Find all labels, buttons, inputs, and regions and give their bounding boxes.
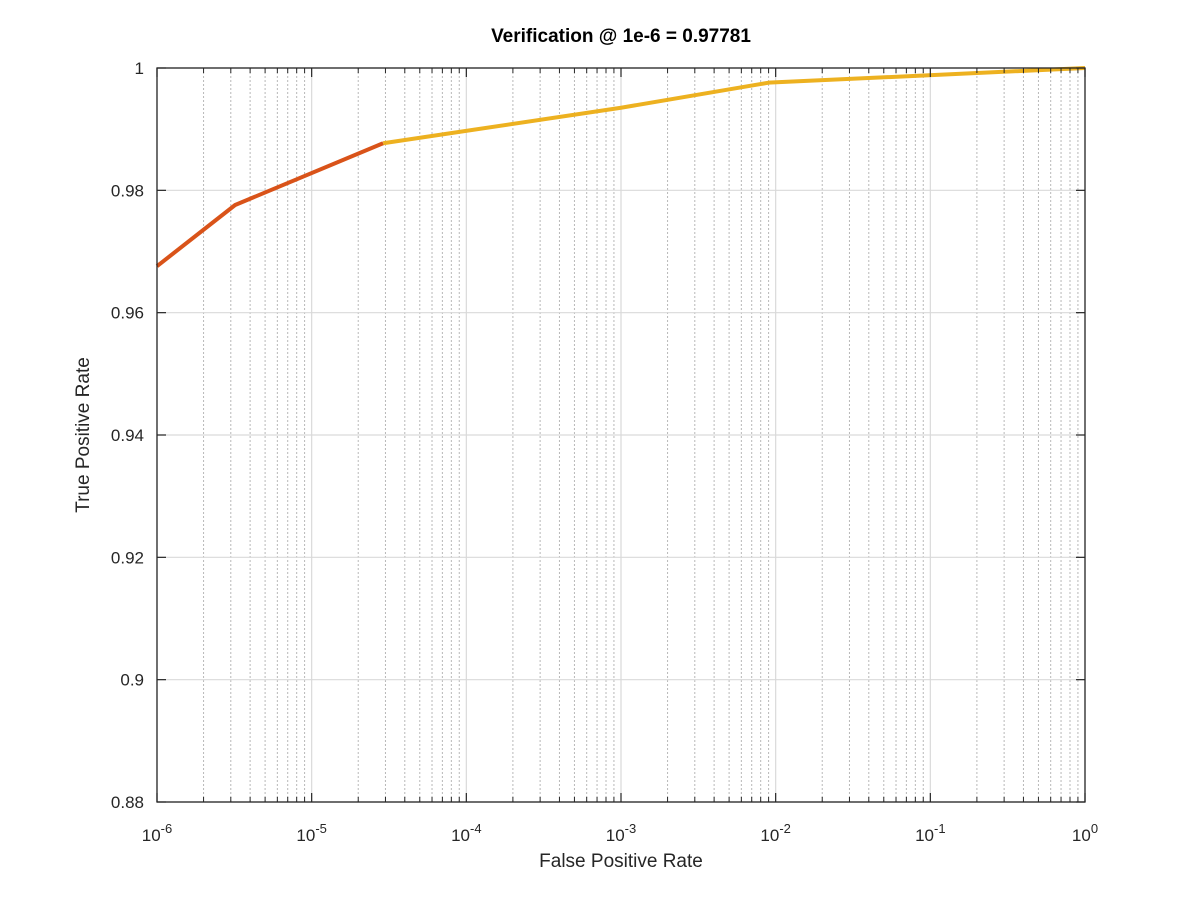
y-tick-label: 1 [135, 59, 144, 78]
y-tick-label: 0.94 [111, 426, 144, 445]
x-tick-label: 10-3 [606, 821, 636, 845]
y-axis-label: True Positive Rate [73, 357, 94, 513]
x-tick-label: 10-4 [451, 821, 481, 845]
x-tick-label: 10-1 [915, 821, 945, 845]
x-axis-label: False Positive Rate [539, 851, 703, 872]
y-tick-label: 0.88 [111, 793, 144, 812]
y-tick-label: 0.96 [111, 304, 144, 323]
series-lines [155, 66, 1086, 268]
x-tick-label: 10-5 [296, 821, 326, 845]
x-tick-label: 10-6 [142, 821, 172, 845]
x-tick-label: 10-2 [760, 821, 790, 845]
chart-title: Verification @ 1e-6 = 0.97781 [491, 26, 751, 47]
y-tick-label: 0.9 [120, 671, 144, 690]
x-tick-labels: 10-6 10-5 10-4 10-3 10-2 10-1 100 [142, 821, 1098, 845]
series-line-1 [155, 141, 384, 268]
y-tick-label: 0.98 [111, 181, 144, 200]
x-tick-label: 100 [1072, 821, 1098, 845]
series-line-2 [382, 66, 1086, 146]
tick-marks [156, 67, 1086, 803]
y-tick-label: 0.92 [111, 548, 144, 567]
y-tick-labels: 0.88 0.9 0.92 0.94 0.96 0.98 1 [111, 59, 144, 812]
